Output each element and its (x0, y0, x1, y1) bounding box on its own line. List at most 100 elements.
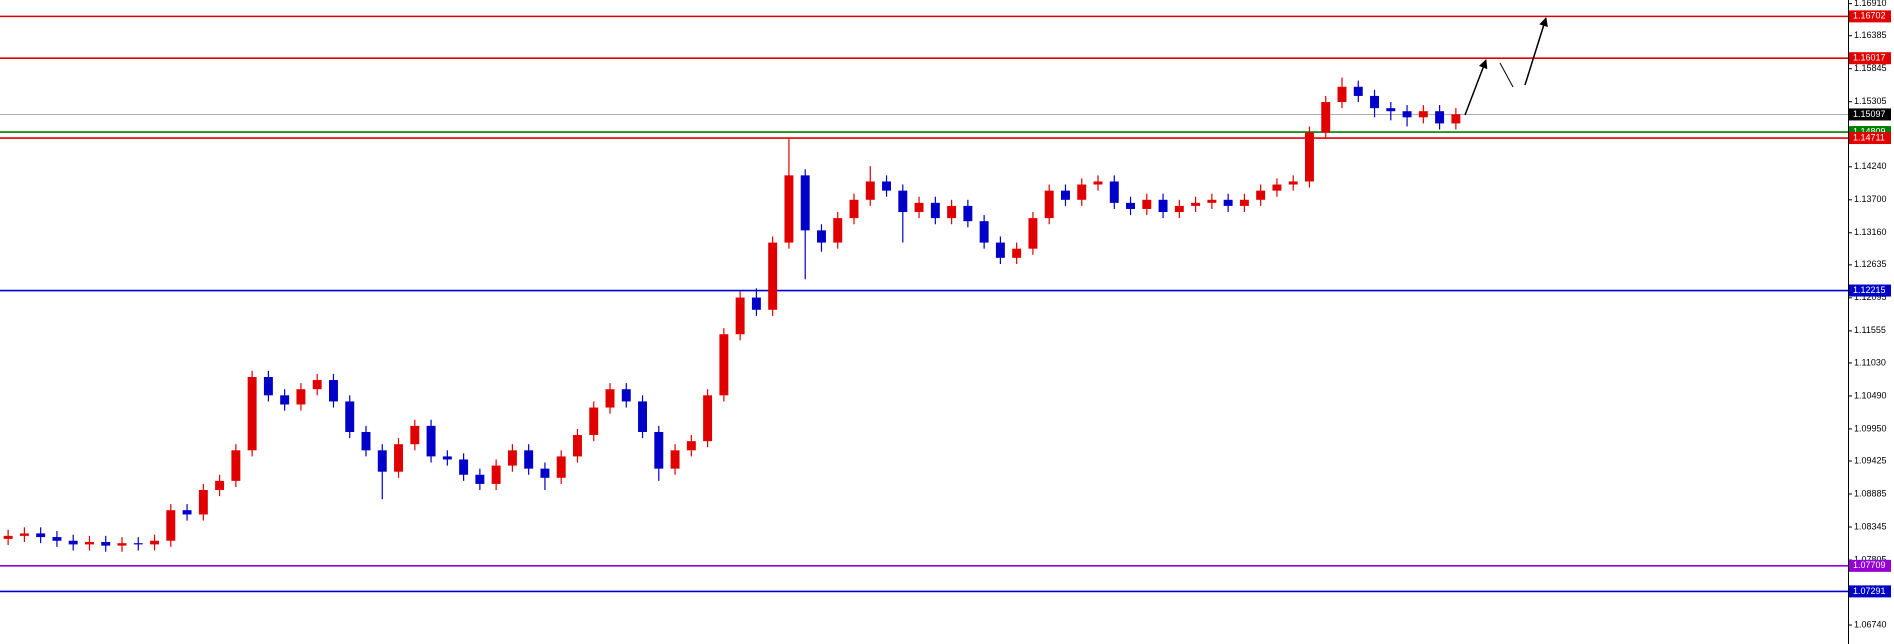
candle-body (1353, 86, 1363, 96)
candle-body (426, 425, 436, 457)
candle-body (768, 242, 778, 310)
candle-body (784, 175, 794, 243)
candle-body (865, 181, 875, 200)
candle-body (1418, 111, 1428, 118)
candle-body (735, 297, 745, 335)
candle-body (1077, 184, 1087, 200)
candle-body (507, 450, 517, 466)
candle-body (394, 444, 404, 472)
level-label-box (1849, 52, 1891, 65)
arrow (1524, 17, 1548, 86)
candle-body (572, 435, 582, 457)
candle-body (101, 541, 111, 546)
candle-body (898, 190, 908, 213)
candle-body (459, 459, 469, 475)
candle-body (280, 395, 290, 405)
candle-body (524, 450, 534, 469)
candle-body (1044, 190, 1054, 219)
candle-body (1223, 199, 1233, 206)
y-tick-label: 1.16385 (1854, 30, 1887, 40)
candle-body (345, 401, 355, 432)
candle-body (751, 297, 761, 310)
candle-body (231, 450, 241, 481)
candle-body (1435, 111, 1445, 124)
candle-body (654, 431, 664, 469)
candle-body (1239, 199, 1249, 206)
y-tick-label: 1.11030 (1854, 357, 1886, 367)
candle-body (84, 541, 94, 545)
candle-body (19, 533, 29, 536)
candle-body (540, 468, 550, 478)
level-label-box (1849, 559, 1891, 572)
candle-body (1012, 248, 1022, 258)
forecast-arrows (1464, 17, 1548, 116)
level-label-box (1849, 10, 1891, 23)
y-tick-label: 1.07805 (1854, 554, 1887, 564)
level-label: 1.15097 (1853, 109, 1886, 119)
candle-body (589, 407, 599, 436)
candle-body (1402, 111, 1412, 118)
candle-body (133, 543, 143, 545)
y-tick-label: 1.10490 (1854, 390, 1887, 400)
candle-body (296, 389, 306, 405)
candle-body (816, 230, 826, 243)
candle-body (1174, 205, 1184, 213)
candle-body (1028, 218, 1038, 249)
level-label: 1.16017 (1853, 53, 1886, 63)
candle-body (1337, 86, 1347, 103)
candle-body (1126, 202, 1136, 209)
candle-body (621, 389, 631, 402)
candle-body (1272, 184, 1282, 191)
candle-body (3, 535, 13, 539)
candle-body (556, 456, 566, 478)
candle-body (215, 480, 225, 491)
candle-body (1370, 95, 1380, 109)
candle-body (1304, 132, 1314, 182)
candle-body (166, 510, 176, 541)
candle-body (1256, 190, 1266, 200)
candle-body (605, 389, 615, 408)
y-tick-label: 1.16910 (1854, 0, 1887, 8)
candle-body (117, 543, 127, 546)
candle-body (1142, 199, 1152, 209)
candle-body (491, 465, 501, 484)
y-tick-label: 1.13160 (1854, 227, 1887, 237)
candle-body (882, 181, 892, 191)
candle-body (36, 533, 46, 538)
candle-body (150, 540, 160, 545)
candle-body (670, 450, 680, 469)
candle-body (963, 205, 973, 222)
candle-body (1093, 181, 1103, 185)
arrow-segment (1499, 62, 1514, 88)
candle-body (638, 401, 648, 432)
candle-body (979, 221, 989, 243)
y-tick-label: 1.08885 (1854, 488, 1887, 498)
level-label: 1.14711 (1853, 132, 1885, 142)
y-tick-label: 1.08345 (1854, 521, 1887, 531)
candle-body (995, 242, 1005, 258)
y-tick-label: 1.09950 (1854, 423, 1887, 433)
candle-body (1288, 181, 1298, 185)
candle-body (1451, 114, 1461, 124)
candle-body (182, 510, 192, 515)
candle-body (849, 199, 859, 219)
candle-body (328, 380, 338, 402)
level-label-box (1849, 585, 1891, 598)
candle-body (475, 474, 485, 484)
level-label: 1.07709 (1853, 560, 1886, 570)
y-tick-label: 1.11555 (1854, 325, 1886, 335)
candle-body (1386, 108, 1396, 112)
y-tick-label: 1.14240 (1854, 161, 1887, 171)
candle-body (52, 537, 62, 541)
candle-body (800, 175, 810, 231)
y-tick-label: 1.12635 (1854, 259, 1887, 269)
arrow (1464, 59, 1488, 116)
candle-body (198, 490, 208, 515)
candle-body (410, 425, 420, 445)
level-label: 1.16702 (1853, 11, 1886, 21)
level-label: 1.07291 (1853, 586, 1886, 596)
candle-body (947, 205, 957, 219)
candle-body (686, 441, 696, 451)
